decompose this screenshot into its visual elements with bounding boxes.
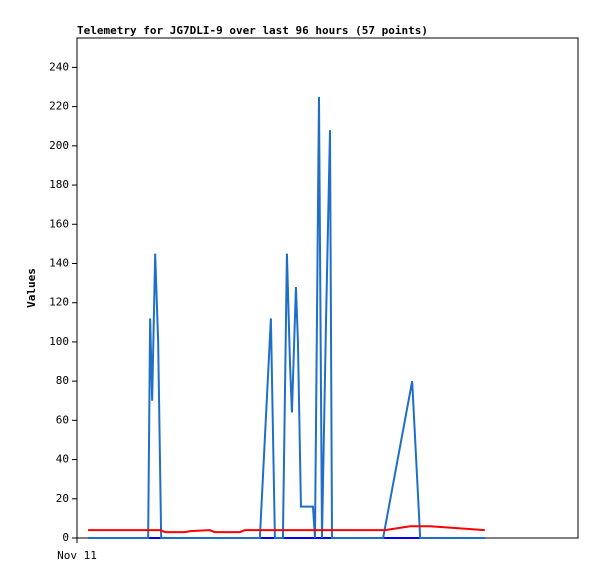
series-line xyxy=(88,525,485,534)
series-line xyxy=(88,96,485,539)
x-tick-label: Nov 11 xyxy=(57,549,97,562)
chart-title: Telemetry for JG7DLI-9 over last 96 hour… xyxy=(77,24,428,37)
y-tick-label: 120 xyxy=(49,296,69,309)
y-tick-label: 140 xyxy=(49,256,69,269)
y-tick-label: 40 xyxy=(56,453,69,466)
y-tick-label: 80 xyxy=(56,374,69,387)
y-axis-label: Values xyxy=(25,268,38,308)
y-tick-label: 0 xyxy=(62,531,69,544)
y-tick-label: 100 xyxy=(49,335,69,348)
y-tick-label: 200 xyxy=(49,139,69,152)
y-tick-label: 60 xyxy=(56,413,69,426)
y-tick-label: 240 xyxy=(49,60,69,73)
y-tick-label: 160 xyxy=(49,217,69,230)
y-tick-label: 180 xyxy=(49,178,69,191)
y-tick-label: 20 xyxy=(56,492,69,505)
y-tick-label: 220 xyxy=(49,100,69,113)
